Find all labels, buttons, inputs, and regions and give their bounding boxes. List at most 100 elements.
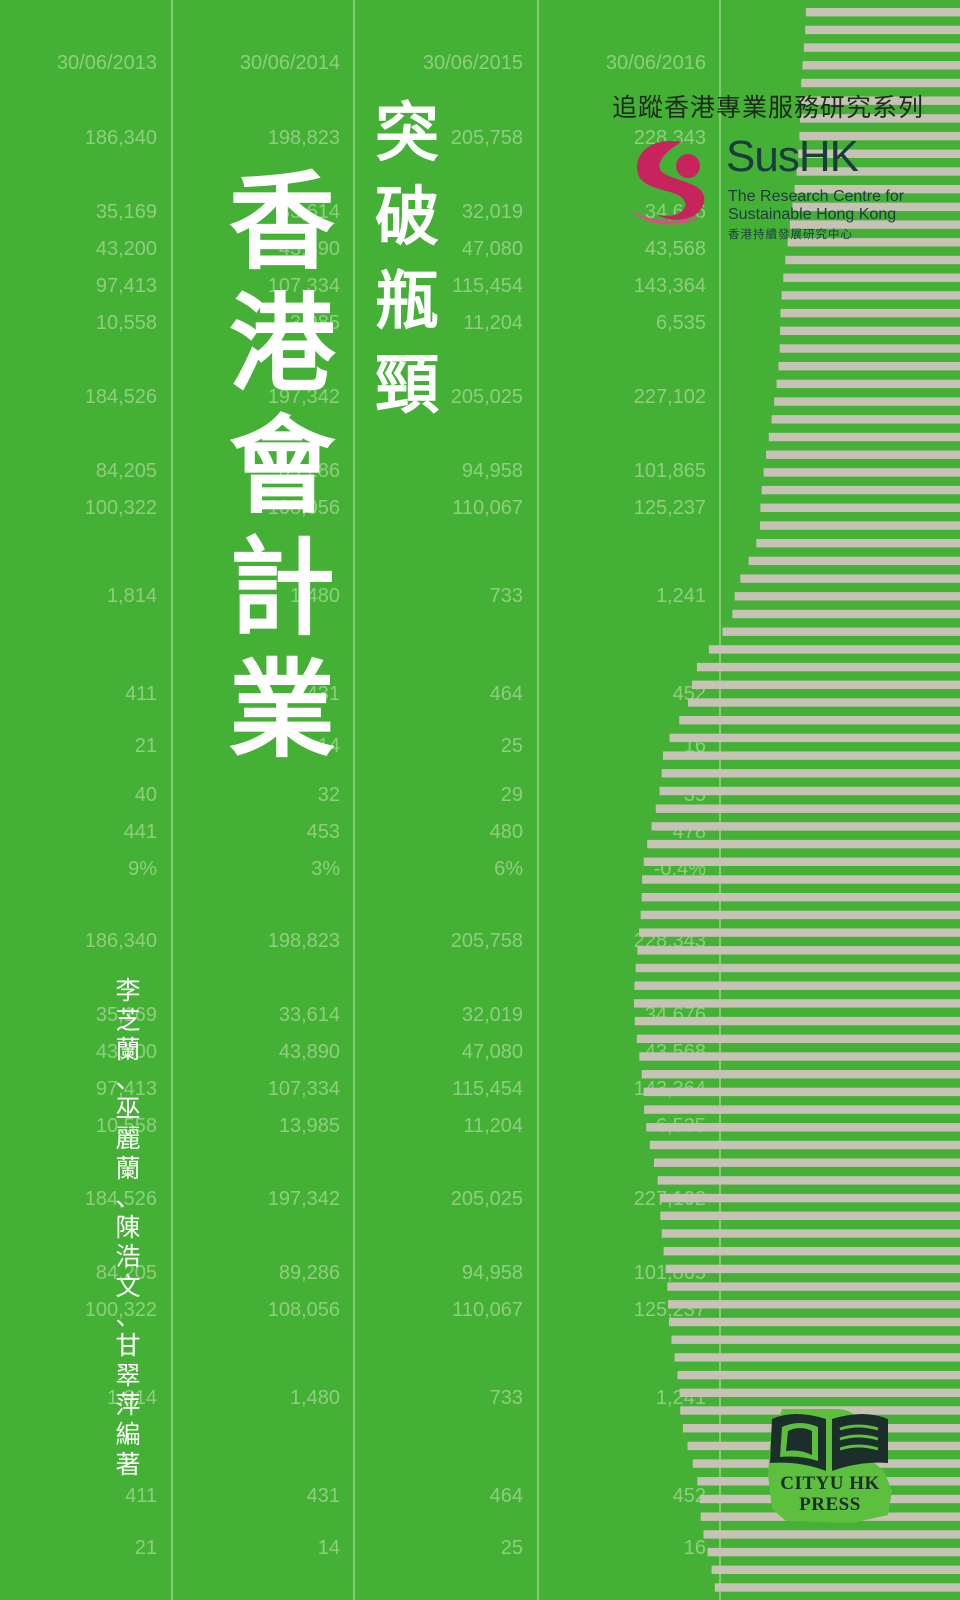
cityu-hk-press-logo: CITYU HK PRESS [760, 1405, 900, 1525]
wave-stripe [679, 716, 960, 725]
table-cell: 1,241 [655, 585, 706, 607]
wave-stripe [661, 769, 960, 778]
author-char: 麗 [115, 1123, 141, 1153]
table-cell: 9% [128, 858, 157, 880]
table-cell: 198,823 [267, 127, 340, 149]
table-cell: 43,200 [95, 238, 157, 260]
wave-stripe [679, 1388, 960, 1397]
table-column-divider [719, 0, 721, 1600]
title-char: 業 [229, 649, 335, 772]
wave-stripe [657, 1176, 960, 1185]
wave-stripe [740, 574, 960, 583]
table-cell: 110,067 [452, 1299, 523, 1321]
table-cell: 11,204 [463, 312, 523, 334]
wave-stripe [637, 946, 960, 955]
wave-stripe [780, 326, 960, 335]
book-title: 香港會計業 [222, 162, 342, 772]
wave-stripe [639, 1052, 960, 1061]
author-char: 、 [115, 1301, 141, 1331]
author-char: 著 [115, 1449, 141, 1479]
wave-stripe [805, 8, 960, 17]
wave-stripe [641, 1070, 960, 1079]
table-column-header: 30/06/2015 [422, 52, 523, 74]
wave-stripe [636, 1034, 960, 1043]
title-char: 計 [229, 527, 335, 650]
table-column-divider [171, 0, 173, 1600]
wave-stripe [783, 273, 960, 282]
author-char: 編 [115, 1419, 141, 1449]
wave-stripe [789, 220, 960, 229]
wave-stripe [669, 1317, 960, 1327]
table-cell: 43,568 [644, 238, 706, 260]
table-cell: 464 [489, 683, 523, 705]
table-cell: 107,334 [267, 1078, 340, 1100]
wave-stripe [774, 397, 960, 406]
wave-stripe [640, 910, 960, 920]
table-cell: 10,558 [95, 312, 157, 334]
table-cell: 1,814 [106, 585, 157, 607]
sushk-english-line1: The Research Centre for [728, 188, 905, 205]
table-cell: 97,413 [95, 275, 157, 297]
wave-stripe [634, 981, 960, 990]
table-column-divider [537, 0, 539, 1600]
author-char: 李 [115, 976, 141, 1005]
author-char: 浩 [115, 1242, 141, 1272]
wave-stripe [674, 1353, 960, 1362]
table-cell: 108,056 [267, 1299, 340, 1321]
subtitle-char: 瓶 [375, 265, 439, 339]
title-char: 香 [229, 161, 335, 284]
table-cell: 33,614 [278, 201, 340, 223]
table-cell: 108,056 [267, 497, 340, 519]
table-cell: 452 [672, 1485, 706, 1507]
publisher-name-line1: CITYU HK [780, 1473, 880, 1494]
wave-stripe [659, 786, 960, 796]
wave-stripe [748, 556, 960, 566]
wave-stripe [776, 379, 960, 389]
table-cell: 205,758 [450, 127, 523, 149]
wave-stripe [803, 43, 960, 52]
table-cell: 94,958 [461, 1262, 523, 1284]
table-cell: 40 [134, 784, 157, 806]
wave-stripe [669, 733, 960, 743]
publisher-name-line2: PRESS [799, 1494, 861, 1515]
wave-stripe [635, 963, 960, 973]
wave-stripe [785, 255, 960, 265]
table-cell: 35,169 [95, 201, 157, 223]
book-authors: 李芝蘭、巫麗蘭、陳浩文、甘翠萍 編著 [106, 976, 150, 1479]
wave-stripe [707, 1547, 960, 1557]
table-cell: 10,558 [95, 1115, 157, 1137]
table-cell: 84,205 [95, 1262, 157, 1284]
table-cell: 107,334 [267, 275, 340, 297]
table-cell: 115,454 [452, 1078, 523, 1100]
wave-stripe [796, 167, 960, 176]
subtitle-char: 破 [375, 181, 439, 255]
table-cell: 29 [500, 784, 523, 806]
wave-stripe [663, 1247, 960, 1256]
wave-stripe [732, 609, 960, 619]
table-cell: 16 [683, 1537, 706, 1559]
table-cell: 6,535 [655, 312, 706, 334]
table-cell: 3% [311, 858, 340, 880]
table-cell: 125,237 [633, 497, 706, 519]
table-cell: 115,454 [452, 275, 523, 297]
sushk-logo: SusHK The Research Centre for Sustainabl… [622, 132, 922, 247]
author-char: 、 [115, 1183, 141, 1213]
wave-stripe [708, 645, 960, 654]
table-cell: 89,286 [278, 460, 340, 482]
wave-stripe [799, 131, 960, 141]
table-column-header: 30/06/2016 [605, 52, 706, 74]
table-cell: 84,205 [95, 460, 157, 482]
table-cell: 110,067 [452, 497, 523, 519]
author-char: 、 [115, 1064, 141, 1094]
wave-stripe [660, 1211, 960, 1220]
table-cell: 14 [317, 735, 340, 757]
table-cell: 431 [306, 1485, 340, 1507]
sushk-chinese-name: 香港持續發展研究中心 [728, 227, 853, 241]
table-cell: 205,025 [450, 1188, 523, 1210]
wave-stripe [696, 662, 960, 672]
wave-stripe [798, 149, 960, 158]
table-cell: 32 [317, 784, 340, 806]
wave-stripe [688, 698, 960, 707]
wave-stripe [647, 839, 960, 849]
